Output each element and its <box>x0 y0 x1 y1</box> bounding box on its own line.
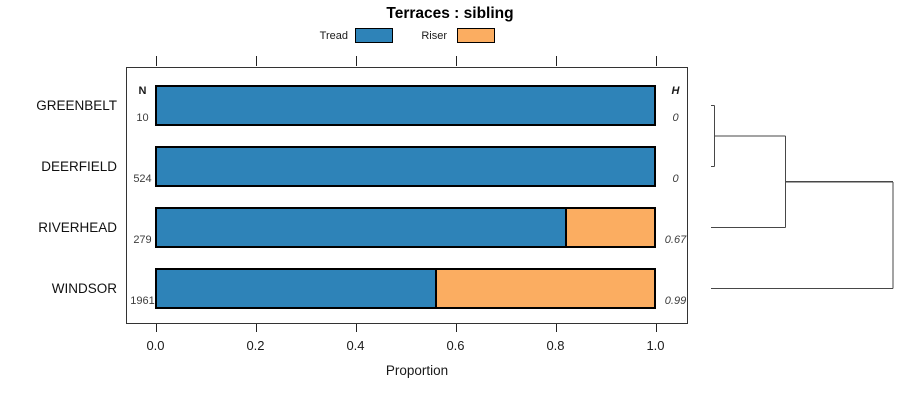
bar-deerfield <box>155 146 656 187</box>
legend-swatch-tread <box>355 28 393 43</box>
h-column-header: H <box>671 85 680 97</box>
h-value: 0 <box>672 112 679 124</box>
x-axis-top-tick <box>555 56 557 66</box>
category-label-greenbelt: GREENBELT <box>36 98 117 113</box>
x-axis-tick <box>355 324 357 332</box>
category-label-windsor: WINDSOR <box>51 281 117 296</box>
category-label-riverhead: RIVERHEAD <box>38 220 117 235</box>
x-axis-top-tick <box>355 56 357 66</box>
x-axis-top-tick <box>455 56 457 66</box>
bar-windsor <box>155 268 656 309</box>
legend-swatch-riser <box>457 28 495 43</box>
x-axis-tick <box>455 324 457 332</box>
x-axis-tick <box>255 324 257 332</box>
bar-segment-riser <box>564 209 654 246</box>
plot-panel <box>126 67 688 324</box>
n-column-header: N <box>138 85 147 97</box>
x-axis-top-tick <box>655 56 657 66</box>
x-axis-top-tick <box>255 56 257 66</box>
n-value: 10 <box>136 112 149 124</box>
x-axis-top-tick <box>155 56 157 66</box>
legend-label-riser: Riser <box>421 30 447 42</box>
bar-greenbelt <box>155 85 656 126</box>
n-value: 279 <box>133 234 152 246</box>
n-value: 524 <box>133 173 152 185</box>
x-axis-tick-label: 1.0 <box>646 338 665 353</box>
x-axis-tick <box>655 324 657 332</box>
x-axis-tick-label: 0.8 <box>546 338 565 353</box>
h-value: 0.67 <box>664 234 687 246</box>
h-value: 0.99 <box>664 295 687 307</box>
n-value: 1961 <box>130 295 155 307</box>
h-value: 0 <box>672 173 679 185</box>
chart-title: Terraces : sibling <box>386 5 514 22</box>
bar-segment-riser <box>435 270 654 307</box>
x-axis-tick-label: 0.6 <box>446 338 465 353</box>
legend-label-tread: Tread <box>319 30 348 42</box>
bar-segment-tread <box>157 87 654 124</box>
bar-segment-tread <box>157 209 565 246</box>
bar-segment-tread <box>157 270 436 307</box>
x-axis-tick-label: 0.4 <box>346 338 365 353</box>
bar-segment-tread <box>157 148 654 185</box>
x-axis-tick <box>155 324 157 332</box>
category-label-deerfield: DEERFIELD <box>41 159 117 174</box>
x-axis-tick-label: 0.2 <box>246 338 265 353</box>
x-axis-tick-label: 0.0 <box>146 338 165 353</box>
bar-riverhead <box>155 207 656 248</box>
x-axis-label: Proportion <box>385 363 449 378</box>
x-axis-tick <box>555 324 557 332</box>
